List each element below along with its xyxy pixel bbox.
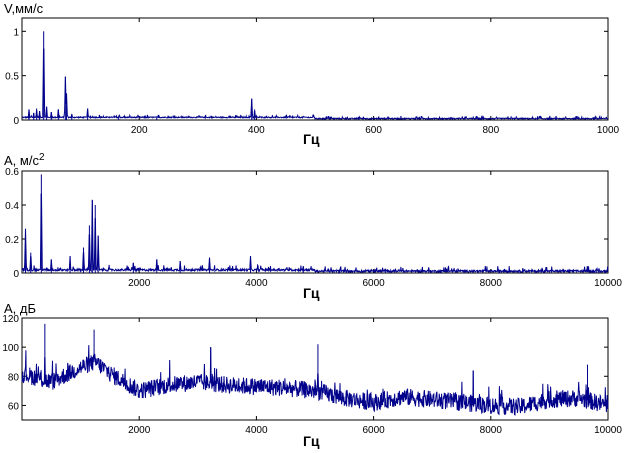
spectrum-series-line: [22, 48, 609, 121]
spectrum-series-line: [21, 345, 609, 416]
y-tick-label: 120: [2, 314, 19, 325]
chart-panel-decibel: А, дБ Гц 2000 4000 6000 8000 10000 60 80 100 120: [2, 301, 622, 449]
x-tick-label: 4000: [245, 425, 268, 436]
series-trace: [21, 323, 609, 416]
x-axis-label: Гц: [303, 131, 320, 147]
axis-ticks: 2000 4000 6000 8000 10000 60 80 100 120: [2, 314, 622, 436]
x-tick-label: 400: [248, 125, 265, 136]
plot-frame: [21, 17, 609, 121]
y-axis-label: V,мм/с: [4, 1, 44, 16]
y-tick-label: 0: [13, 269, 19, 280]
x-tick-label: 200: [131, 125, 148, 136]
y-axis-label: А, дБ: [4, 301, 36, 316]
x-tick-label: 2000: [128, 425, 151, 436]
x-tick-label: 10000: [594, 278, 622, 289]
plot-frame: [21, 170, 609, 274]
y-tick-label: 1: [13, 27, 19, 38]
x-tick-label: 6000: [362, 425, 385, 436]
x-tick-label: 8000: [480, 278, 503, 289]
x-tick-label: 2000: [128, 278, 151, 289]
x-tick-label: 600: [365, 125, 382, 136]
y-tick-label: 0.6: [5, 167, 19, 178]
series-trace: [21, 174, 609, 275]
x-axis-label: Гц: [303, 285, 320, 301]
chart-panel-acceleration: А, м/с2 Гц 2000 4000 6000 8000 10000 0 0.2 0.4 0…: [4, 152, 622, 301]
y-tick-label: 0.4: [5, 201, 19, 212]
y-tick-label: 0: [13, 116, 19, 127]
x-axis-label: Гц: [303, 433, 320, 449]
y-axis-label-superscript: 2: [39, 152, 45, 163]
chart-panel-velocity: V,мм/с Гц 200 400 600 800 1000 0 0.5 1: [4, 1, 620, 147]
x-tick-label: 6000: [362, 278, 385, 289]
x-tick-label: 1000: [597, 125, 620, 136]
y-axis-label: А, м/с2: [4, 152, 45, 168]
y-tick-label: 0.5: [5, 72, 19, 83]
x-tick-label: 4000: [245, 278, 268, 289]
x-tick-label: 8000: [480, 425, 503, 436]
spectrum-series-line: [21, 193, 609, 275]
y-tick-label: 60: [8, 401, 20, 412]
axis-ticks: 200 400 600 800 1000 0 0.5 1: [5, 18, 620, 136]
y-tick-label: 100: [2, 343, 19, 354]
series-trace: [22, 31, 609, 121]
plot-frame: [21, 317, 609, 421]
x-tick-label: 800: [482, 125, 499, 136]
y-tick-label: 80: [8, 372, 20, 383]
axis-ticks: 2000 4000 6000 8000 10000 0 0.2 0.4 0.6: [5, 167, 622, 289]
y-tick-label: 0.2: [5, 235, 19, 246]
x-tick-label: 10000: [594, 425, 622, 436]
